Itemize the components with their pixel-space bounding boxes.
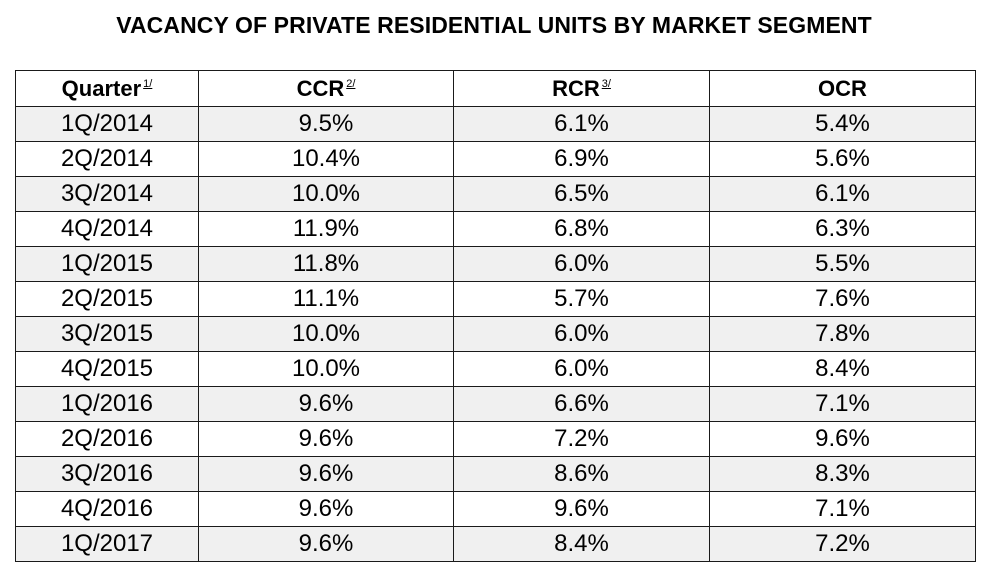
ccr-cell: 10.0% [198, 176, 454, 212]
quarter-cell: 4Q/2015 [15, 351, 199, 387]
ccr-cell: 9.6% [198, 491, 454, 527]
rcr-cell: 6.0% [453, 246, 710, 282]
quarter-cell: 3Q/2016 [15, 456, 199, 492]
table-row: 3Q/2015 10.0% 6.0% 7.8% [15, 316, 976, 352]
rcr-cell: 8.6% [453, 456, 710, 492]
ocr-cell: 7.6% [709, 281, 976, 317]
ccr-cell: 9.6% [198, 421, 454, 457]
table-row: 4Q/2015 10.0% 6.0% 8.4% [15, 351, 976, 387]
rcr-cell: 6.8% [453, 211, 710, 247]
table-row: 2Q/2015 11.1% 5.7% 7.6% [15, 281, 976, 317]
table-row: 3Q/2016 9.6% 8.6% 8.3% [15, 456, 976, 492]
quarter-cell: 4Q/2016 [15, 491, 199, 527]
ccr-cell: 10.4% [198, 141, 454, 177]
header-label: Quarter [61, 75, 142, 101]
quarter-cell: 2Q/2014 [15, 141, 199, 177]
table-row: 1Q/2016 9.6% 6.6% 7.1% [15, 386, 976, 422]
quarter-cell: 3Q/2014 [15, 176, 199, 212]
ccr-cell: 10.0% [198, 316, 454, 352]
table-row: 4Q/2016 9.6% 9.6% 7.1% [15, 491, 976, 527]
ocr-cell: 8.4% [709, 351, 976, 387]
ocr-cell: 7.1% [709, 386, 976, 422]
header-label: RCR [552, 75, 600, 101]
rcr-cell: 6.9% [453, 141, 710, 177]
header-rcr: RCR 3/ [453, 70, 710, 107]
quarter-cell: 4Q/2014 [15, 211, 199, 247]
footnote-marker: 3/ [601, 77, 611, 90]
table-row: 3Q/2014 10.0% 6.5% 6.1% [15, 176, 976, 212]
quarter-cell: 1Q/2014 [15, 106, 199, 142]
table-header-row: Quarter 1/ CCR 2/ RCR 3/ OCR [15, 70, 976, 107]
ocr-cell: 6.3% [709, 211, 976, 247]
quarter-cell: 2Q/2015 [15, 281, 199, 317]
quarter-cell: 3Q/2015 [15, 316, 199, 352]
rcr-cell: 6.0% [453, 316, 710, 352]
table-row: 4Q/2014 11.9% 6.8% 6.3% [15, 211, 976, 247]
rcr-cell: 8.4% [453, 526, 710, 562]
header-label: CCR [296, 75, 345, 101]
rcr-cell: 6.1% [453, 106, 710, 142]
ccr-cell: 9.6% [198, 526, 454, 562]
footnote-marker: 1/ [143, 77, 153, 90]
ccr-cell: 11.1% [198, 281, 454, 317]
rcr-cell: 5.7% [453, 281, 710, 317]
ocr-cell: 7.2% [709, 526, 976, 562]
ocr-cell: 7.8% [709, 316, 976, 352]
table-row: 1Q/2015 11.8% 6.0% 5.5% [15, 246, 976, 282]
rcr-cell: 6.0% [453, 351, 710, 387]
ccr-cell: 10.0% [198, 351, 454, 387]
rcr-cell: 9.6% [453, 491, 710, 527]
ocr-cell: 5.5% [709, 246, 976, 282]
rcr-cell: 6.6% [453, 386, 710, 422]
ccr-cell: 11.9% [198, 211, 454, 247]
ocr-cell: 6.1% [709, 176, 976, 212]
header-ccr: CCR 2/ [198, 70, 454, 107]
header-quarter: Quarter 1/ [15, 70, 199, 107]
quarter-cell: 2Q/2016 [15, 421, 199, 457]
header-label: OCR [818, 75, 867, 101]
footnote-marker: 2/ [346, 77, 356, 90]
ccr-cell: 9.5% [198, 106, 454, 142]
ocr-cell: 8.3% [709, 456, 976, 492]
table-row: 1Q/2017 9.6% 8.4% 7.2% [15, 526, 976, 562]
vacancy-table: Quarter 1/ CCR 2/ RCR 3/ OCR 1Q/2014 9.5% 6… [15, 70, 976, 562]
ocr-cell: 5.4% [709, 106, 976, 142]
table-row: 2Q/2016 9.6% 7.2% 9.6% [15, 421, 976, 457]
ocr-cell: 5.6% [709, 141, 976, 177]
rcr-cell: 7.2% [453, 421, 710, 457]
quarter-cell: 1Q/2017 [15, 526, 199, 562]
ccr-cell: 9.6% [198, 456, 454, 492]
ocr-cell: 9.6% [709, 421, 976, 457]
page-title: VACANCY OF PRIVATE RESIDENTIAL UNITS BY … [116, 12, 872, 38]
ocr-cell: 7.1% [709, 491, 976, 527]
ccr-cell: 11.8% [198, 246, 454, 282]
table-row: 1Q/2014 9.5% 6.1% 5.4% [15, 106, 976, 142]
quarter-cell: 1Q/2015 [15, 246, 199, 282]
header-ocr: OCR [709, 70, 976, 107]
rcr-cell: 6.5% [453, 176, 710, 212]
ccr-cell: 9.6% [198, 386, 454, 422]
table-row: 2Q/2014 10.4% 6.9% 5.6% [15, 141, 976, 177]
quarter-cell: 1Q/2016 [15, 386, 199, 422]
